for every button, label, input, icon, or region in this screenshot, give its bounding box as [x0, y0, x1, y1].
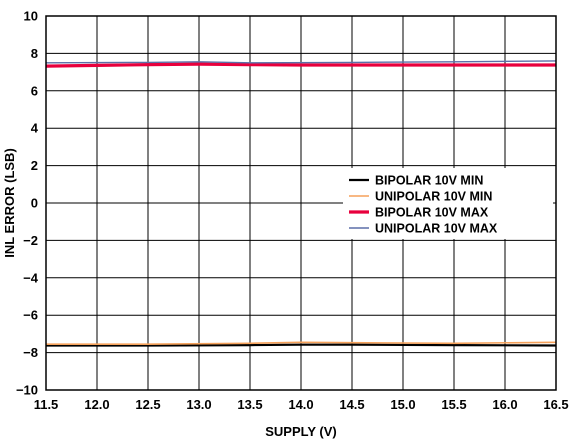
- legend-label: BIPOLAR 10V MIN: [375, 174, 483, 188]
- x-axis-title: SUPPLY (V): [265, 424, 337, 439]
- y-tick-label: −8: [23, 345, 38, 360]
- legend-label: BIPOLAR 10V MAX: [375, 206, 489, 220]
- series-line: [45, 62, 556, 68]
- plot-frame: [45, 15, 557, 391]
- legend-label: UNIPOLAR 10V MIN: [375, 190, 492, 204]
- x-tick-label: 12.5: [135, 397, 160, 412]
- y-tick-label: 4: [31, 121, 39, 136]
- x-tick-labels: 11.5 12.0 12.5 13.0 13.5 14.0 14.5 15.0 15.5 16.0…: [34, 397, 569, 412]
- series-lines: [45, 60, 557, 347]
- series-line: [46, 341, 557, 346]
- y-tick-label: −6: [23, 308, 38, 323]
- x-tick-label: 13.0: [186, 397, 211, 412]
- x-tick-label: 13.5: [237, 397, 262, 412]
- series-line: [45, 60, 557, 64]
- x-tick-label: 16.5: [543, 397, 568, 412]
- legend: BIPOLAR 10V MIN UNIPOLAR 10V MIN BIPOLAR 1…: [343, 168, 553, 239]
- x-tick-label: 15.5: [441, 397, 466, 412]
- y-tick-label: 10: [24, 9, 38, 24]
- y-tick-label: 0: [31, 196, 38, 211]
- x-tick-label: 15.0: [390, 397, 415, 412]
- x-tick-label: 14.0: [288, 397, 313, 412]
- x-tick-label: 14.5: [339, 397, 364, 412]
- legend-box: [343, 168, 553, 239]
- y-axis-title: INL ERROR (LSB): [2, 148, 17, 258]
- series-line: [46, 343, 557, 347]
- x-tick-label: 16.0: [492, 397, 517, 412]
- y-tick-labels: 10 8 6 4 2 0 −2 −4 −6 −8 −10: [16, 9, 39, 398]
- legend-label: UNIPOLAR 10V MAX: [375, 222, 498, 236]
- x-tick-label: 12.0: [84, 397, 109, 412]
- x-tick-label: 11.5: [34, 397, 59, 412]
- y-tick-label: −10: [16, 383, 38, 398]
- y-tick-label: 8: [31, 46, 38, 61]
- y-tick-label: 2: [31, 158, 38, 173]
- y-tick-label: −2: [23, 233, 38, 248]
- y-tick-label: 6: [31, 83, 38, 98]
- y-tick-label: −4: [23, 270, 39, 285]
